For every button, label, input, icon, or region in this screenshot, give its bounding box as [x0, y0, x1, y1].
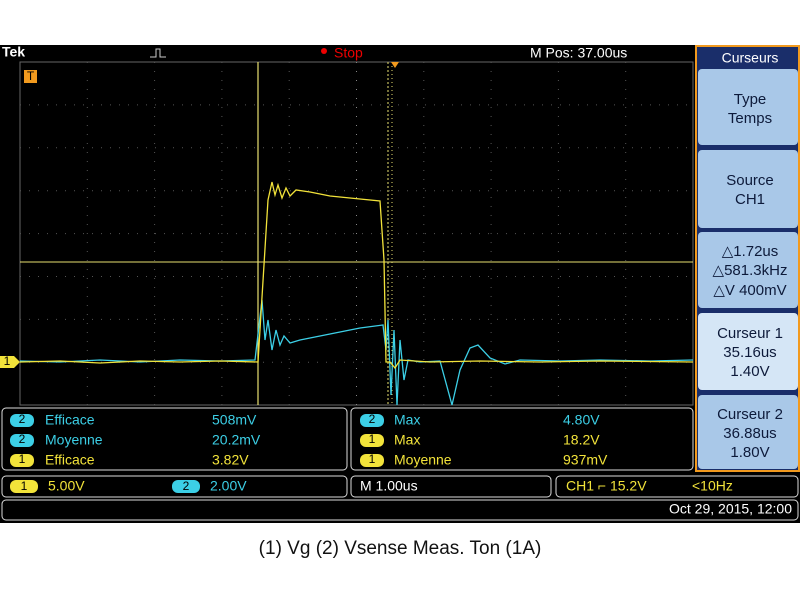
ch1-marker: 1	[4, 354, 11, 368]
timebase: M 1.00us	[360, 478, 418, 494]
caption: (1) Vg (2) Vsense Meas. Ton (1A)	[259, 538, 542, 559]
meas-channel: 1	[369, 432, 376, 446]
menu-text: 1.40V	[730, 363, 769, 380]
menu-title: Curseurs	[722, 50, 779, 66]
badge	[360, 414, 384, 427]
badge	[10, 454, 34, 467]
badge	[10, 480, 38, 493]
meas-box	[1, 407, 348, 471]
ch1-badge: 1	[21, 479, 28, 493]
trigger-marker: T	[27, 69, 35, 83]
menu-text: △1.72us	[722, 243, 779, 260]
meas-value: 18.2V	[563, 432, 600, 448]
meas-value: 508mV	[212, 412, 257, 428]
trigger-level: CH1 ⌐ 15.2V	[566, 478, 647, 494]
meas-label: Max	[394, 412, 420, 428]
time-box	[350, 475, 552, 498]
menu-button[interactable]	[698, 232, 798, 308]
ch1-scale: 5.00V	[48, 478, 85, 494]
frequency: <10Hz	[692, 478, 733, 494]
menu-text: Temps	[728, 110, 772, 127]
badge	[360, 454, 384, 467]
menu-button[interactable]	[698, 150, 798, 228]
meas-label: Efficace	[45, 452, 95, 468]
date-box	[1, 499, 799, 521]
meas-label: Max	[394, 432, 420, 448]
run-status: Stop	[334, 45, 363, 61]
meas-channel: 1	[19, 452, 26, 466]
meas-channel: 2	[369, 412, 376, 426]
menu-text: 1.80V	[730, 444, 769, 461]
menu-text: △581.3kHz	[713, 262, 788, 279]
menu-button[interactable]	[698, 313, 798, 390]
ch2-scale: 2.00V	[210, 478, 247, 494]
trigger-badge	[24, 70, 37, 83]
ch2-trace	[19, 299, 694, 406]
badge	[172, 480, 200, 493]
menu-text: Source	[726, 172, 774, 189]
menu-text: 35.16us	[723, 344, 776, 361]
trigger-pos	[391, 62, 399, 68]
menu-text: Curseur 2	[717, 406, 783, 423]
trigger-box	[555, 475, 799, 498]
date: Oct 29, 2015, 12:00	[669, 501, 792, 517]
menu-text: 36.88us	[723, 425, 776, 442]
meas-value: 3.82V	[212, 452, 249, 468]
ch1-marker-bg	[0, 356, 20, 368]
position: M Pos: 37.00us	[530, 45, 627, 61]
meas-channel: 2	[19, 432, 26, 446]
meas-label: Moyenne	[45, 432, 103, 448]
meas-value: 4.80V	[563, 412, 600, 428]
ch2-badge: 2	[183, 479, 190, 493]
menu-text: CH1	[735, 191, 765, 208]
menu-text: △V 400mV	[713, 282, 786, 299]
graticule	[19, 61, 694, 406]
stop-dot	[321, 48, 327, 54]
ch1-trace	[19, 181, 694, 370]
meas-value: 937mV	[563, 452, 608, 468]
meas-label: Efficace	[45, 412, 95, 428]
meas-box	[350, 407, 694, 471]
meas-label: Moyenne	[394, 452, 452, 468]
meas-value: 20.2mV	[212, 432, 261, 448]
menu-text: Type	[734, 91, 767, 108]
meas-channel: 2	[19, 412, 26, 426]
badge	[10, 434, 34, 447]
brand: Tek	[2, 44, 25, 60]
badge	[360, 434, 384, 447]
menu-text: Curseur 1	[717, 325, 783, 342]
badge	[10, 414, 34, 427]
meas-channel: 1	[369, 452, 376, 466]
measurements: 2 Efficace 508mV 2 Moyenne 20.2mV 1 Efficace 3.8…	[10, 412, 608, 468]
menu-button[interactable]	[698, 69, 798, 145]
acq-icon	[150, 48, 166, 58]
menu-button[interactable]	[698, 395, 798, 469]
